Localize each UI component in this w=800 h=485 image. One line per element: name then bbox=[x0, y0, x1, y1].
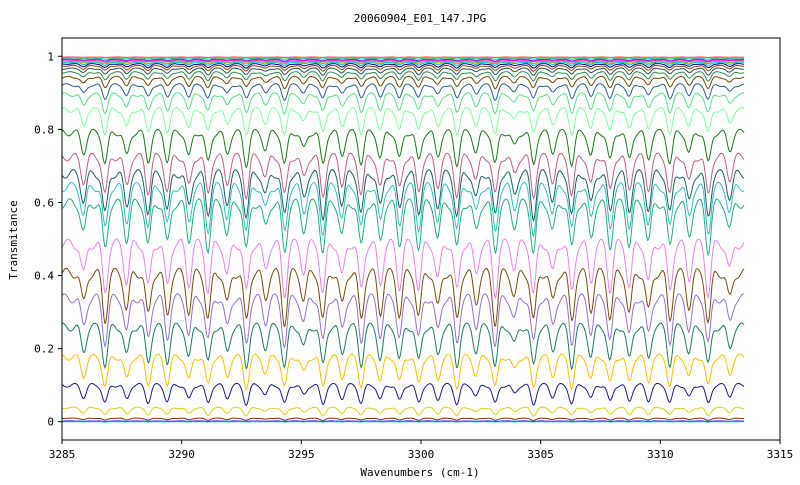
y-tick-label: 0.2 bbox=[34, 343, 54, 356]
x-axis-label: Wavenumbers (cm-1) bbox=[360, 466, 479, 479]
x-tick-label: 3285 bbox=[49, 448, 76, 461]
series-line bbox=[62, 68, 744, 75]
series-line bbox=[62, 383, 744, 405]
y-axis-label: Transmitance bbox=[7, 200, 20, 279]
y-tick-label: 1 bbox=[47, 50, 54, 63]
x-tick-label: 3295 bbox=[288, 448, 315, 461]
series-layer bbox=[62, 57, 744, 422]
series-line bbox=[62, 323, 744, 369]
chart-title: 20060904_E01_147.JPG bbox=[354, 12, 486, 25]
x-tick-label: 3300 bbox=[408, 448, 435, 461]
y-tick-label: 0.4 bbox=[34, 270, 54, 283]
x-tick-label: 3310 bbox=[647, 448, 674, 461]
series-line bbox=[62, 57, 744, 58]
y-tick-label: 0 bbox=[47, 416, 54, 429]
x-tick-label: 3290 bbox=[168, 448, 195, 461]
series-line bbox=[62, 72, 744, 82]
series-line bbox=[62, 407, 744, 416]
series-line bbox=[62, 93, 744, 114]
y-tick-label: 0.8 bbox=[34, 123, 54, 136]
x-tick-label: 3315 bbox=[767, 448, 794, 461]
y-tick-label: 0.6 bbox=[34, 196, 54, 209]
series-line bbox=[62, 129, 744, 167]
series-line bbox=[62, 418, 744, 420]
x-tick-label: 3305 bbox=[527, 448, 554, 461]
plot-frame bbox=[62, 38, 780, 440]
